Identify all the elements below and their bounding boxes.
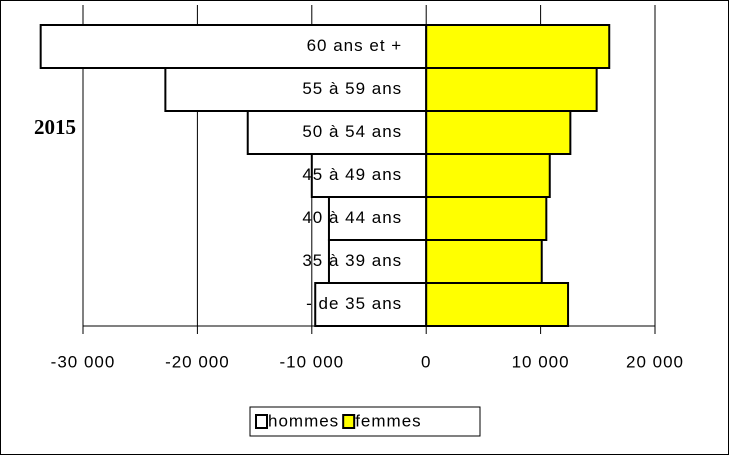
category-label: 60 ans et + (307, 36, 403, 55)
x-tick-label: 20 000 (626, 352, 684, 371)
legend-label: femmes (355, 411, 421, 430)
legend-label: hommes (268, 411, 339, 430)
x-tick-label: -10 000 (279, 352, 344, 371)
bar (425, 24, 611, 69)
bar (425, 110, 572, 155)
bar (425, 196, 548, 241)
category-label: 45 à 49 ans (302, 165, 402, 184)
legend-swatch (255, 414, 268, 429)
x-tick-label: 0 (421, 352, 431, 371)
category-label: 50 à 54 ans (302, 122, 402, 141)
legend (249, 406, 481, 437)
bar (425, 282, 570, 327)
bar (327, 196, 428, 241)
bar (425, 153, 551, 198)
x-tick-label: 10 000 (512, 352, 570, 371)
bar (425, 67, 598, 112)
bar (425, 239, 543, 284)
category-label: 35 à 39 ans (302, 251, 402, 270)
bar (246, 110, 428, 155)
category-label: 40 à 44 ans (302, 208, 402, 227)
x-tick-label: -30 000 (51, 352, 116, 371)
legend-swatch (342, 414, 356, 429)
category-label: - de 35 ans (306, 294, 402, 313)
bar (314, 282, 428, 327)
x-tick-label: -20 000 (165, 352, 230, 371)
category-label: 55 à 59 ans (302, 79, 402, 98)
bar (39, 24, 428, 69)
annotation: 2015 (34, 115, 76, 139)
